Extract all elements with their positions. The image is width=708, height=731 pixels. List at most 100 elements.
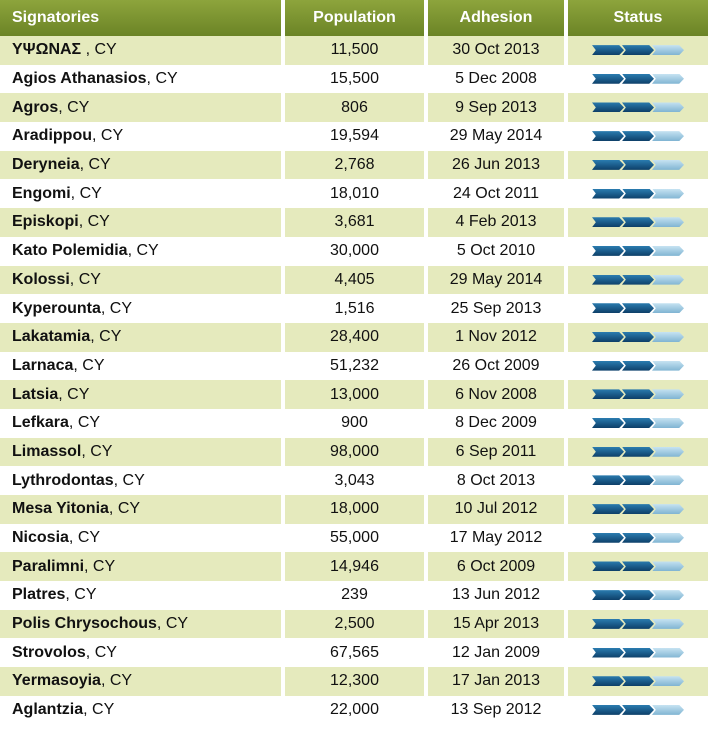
signatory-link[interactable]: Larnaca (12, 356, 74, 374)
status-cell (566, 64, 708, 94)
status-step-1 (592, 274, 624, 285)
signatory-cell: Platres, CY (0, 581, 285, 610)
table-row: Limassol, CY 98,000 6 Sep 2011 (0, 437, 708, 467)
status-cell (566, 265, 708, 295)
signatory-link[interactable]: Kyperounta (12, 299, 101, 317)
table-row: Nicosia, CY 55,000 17 May 2012 (0, 523, 708, 553)
signatory-link[interactable]: Yermasoyia (12, 672, 101, 690)
status-step-2 (622, 532, 654, 543)
status-step-3 (652, 331, 684, 342)
progress-arrows-icon[interactable] (592, 475, 684, 486)
progress-arrows-icon[interactable] (592, 360, 684, 371)
progress-arrows-icon[interactable] (592, 188, 684, 199)
progress-arrows-icon[interactable] (592, 102, 684, 113)
table-row: Lythrodontas, CY 3,043 8 Oct 2013 (0, 466, 708, 495)
signatory-link[interactable]: Lefkara (12, 414, 69, 432)
column-header-status[interactable]: Status (566, 0, 708, 36)
signatory-link[interactable]: Kolossi (12, 270, 70, 288)
progress-arrows-icon[interactable] (592, 45, 684, 56)
signatory-link[interactable]: Agios Athanasios (12, 70, 147, 88)
table-row: Episkopi, CY 3,681 4 Feb 2013 (0, 208, 708, 237)
status-step-3 (652, 418, 684, 429)
status-cell (566, 179, 708, 209)
signatory-link[interactable]: Platres (12, 586, 66, 604)
population-cell: 55,000 (283, 523, 428, 553)
table-row: Deryneia, CY 2,768 26 Jun 2013 (0, 150, 708, 180)
column-header-adhesion[interactable]: Adhesion (426, 0, 568, 36)
progress-arrows-icon[interactable] (592, 389, 684, 400)
status-step-3 (652, 676, 684, 687)
status-step-2 (622, 131, 654, 142)
progress-arrows-icon[interactable] (592, 647, 684, 658)
status-step-1 (592, 446, 624, 457)
status-step-2 (622, 676, 654, 687)
signatory-link[interactable]: Nicosia (12, 529, 69, 547)
signatory-link[interactable]: Agros (12, 98, 59, 116)
status-step-3 (652, 245, 684, 256)
signatory-link[interactable]: Limassol (12, 442, 82, 460)
status-step-2 (622, 704, 654, 715)
progress-arrows-icon[interactable] (592, 73, 684, 84)
signatory-link[interactable]: Latsia (12, 385, 59, 403)
signatory-cell: ΥΨΩΝΑΣ , CY (0, 36, 285, 65)
progress-arrows-icon[interactable] (592, 590, 684, 601)
status-step-2 (622, 331, 654, 342)
signatory-link[interactable]: Episkopi (12, 213, 79, 231)
adhesion-date-cell: 12 Jan 2009 (426, 638, 568, 668)
progress-arrows-icon[interactable] (592, 418, 684, 429)
column-header-population[interactable]: Population (283, 0, 428, 36)
signatory-link[interactable]: Aradippou (12, 127, 92, 145)
signatory-link[interactable]: Lythrodontas (12, 471, 114, 489)
status-cell (566, 294, 708, 323)
population-cell: 19,594 (283, 122, 428, 151)
population-cell: 30,000 (283, 236, 428, 266)
population-cell: 2,500 (283, 609, 428, 639)
adhesion-date-cell: 4 Feb 2013 (426, 208, 568, 237)
progress-arrows-icon[interactable] (592, 217, 684, 228)
progress-arrows-icon[interactable] (592, 446, 684, 457)
progress-arrows-icon[interactable] (592, 704, 684, 715)
status-cell (566, 93, 708, 123)
signatory-cell: Limassol, CY (0, 437, 285, 467)
progress-arrows-icon[interactable] (592, 303, 684, 314)
progress-arrows-icon[interactable] (592, 618, 684, 629)
progress-arrows-icon[interactable] (592, 504, 684, 515)
progress-arrows-icon[interactable] (592, 274, 684, 285)
signatory-cell: Lefkara, CY (0, 408, 285, 438)
status-step-3 (652, 446, 684, 457)
signatory-link[interactable]: Paralimni (12, 557, 85, 575)
signatory-link[interactable]: Aglantzia (12, 701, 84, 719)
population-cell: 22,000 (283, 695, 428, 725)
table-row: Engomi, CY 18,010 24 Oct 2011 (0, 179, 708, 209)
progress-arrows-icon[interactable] (592, 676, 684, 687)
signatory-link[interactable]: Deryneia (12, 156, 80, 174)
adhesion-date-cell: 5 Dec 2008 (426, 64, 568, 94)
status-step-1 (592, 188, 624, 199)
status-step-1 (592, 676, 624, 687)
progress-arrows-icon[interactable] (592, 532, 684, 543)
adhesion-date-cell: 1 Nov 2012 (426, 322, 568, 352)
signatory-link[interactable]: Lakatamia (12, 328, 91, 346)
adhesion-date-cell: 9 Sep 2013 (426, 93, 568, 123)
population-cell: 18,000 (283, 495, 428, 524)
progress-arrows-icon[interactable] (592, 245, 684, 256)
status-step-1 (592, 418, 624, 429)
country-suffix: , CY (69, 270, 101, 288)
signatory-link[interactable]: Engomi (12, 184, 71, 202)
column-header-signatories[interactable]: Signatories (0, 0, 285, 36)
progress-arrows-icon[interactable] (592, 331, 684, 342)
progress-arrows-icon[interactable] (592, 561, 684, 572)
status-step-3 (652, 188, 684, 199)
country-suffix: , CY (70, 184, 102, 202)
table-row: Platres, CY 239 13 Jun 2012 (0, 581, 708, 610)
progress-arrows-icon[interactable] (592, 159, 684, 170)
signatory-link[interactable]: Kato Polemidia (12, 242, 128, 260)
signatory-link[interactable]: ΥΨΩΝΑΣ (12, 41, 86, 59)
signatory-link[interactable]: Strovolos (12, 643, 86, 661)
progress-arrows-icon[interactable] (592, 131, 684, 142)
signatory-link[interactable]: Polis Chrysochous (12, 615, 157, 633)
population-cell: 51,232 (283, 351, 428, 381)
population-cell: 1,516 (283, 294, 428, 323)
population-cell: 3,681 (283, 208, 428, 237)
signatory-link[interactable]: Mesa Yitonia (12, 500, 109, 518)
